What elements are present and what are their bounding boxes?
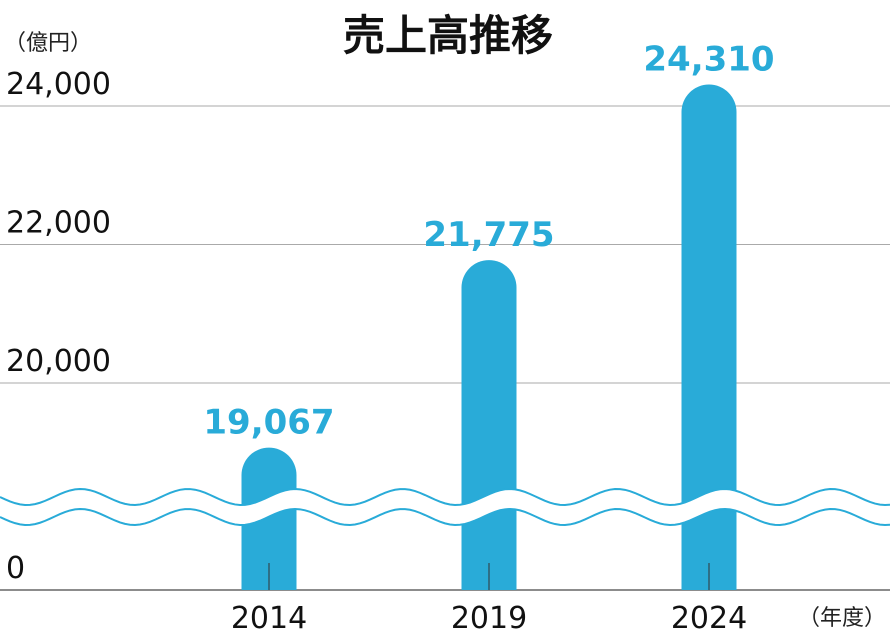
y-tick-label: 0 (6, 551, 25, 586)
bar (241, 447, 297, 590)
axis-break-band (0, 489, 890, 525)
y-tick-label: 20,000 (6, 344, 111, 379)
y-tick-label: 24,000 (6, 67, 111, 102)
axis-break-wave (0, 507, 890, 527)
value-label: 21,775 (423, 215, 554, 255)
bar (461, 260, 517, 590)
bar (681, 84, 737, 590)
value-label: 24,310 (643, 40, 774, 80)
y-unit-label: （億円） (4, 31, 92, 56)
x-tick-label: 2019 (451, 601, 527, 636)
axis-break-wave (0, 487, 890, 507)
x-unit-label: （年度） (798, 606, 886, 631)
x-tick-label: 2014 (231, 601, 307, 636)
value-label: 19,067 (203, 403, 334, 443)
y-tick-label: 22,000 (6, 206, 111, 241)
chart-title: 売上高推移 (343, 11, 553, 60)
x-tick-label: 2024 (671, 601, 747, 636)
